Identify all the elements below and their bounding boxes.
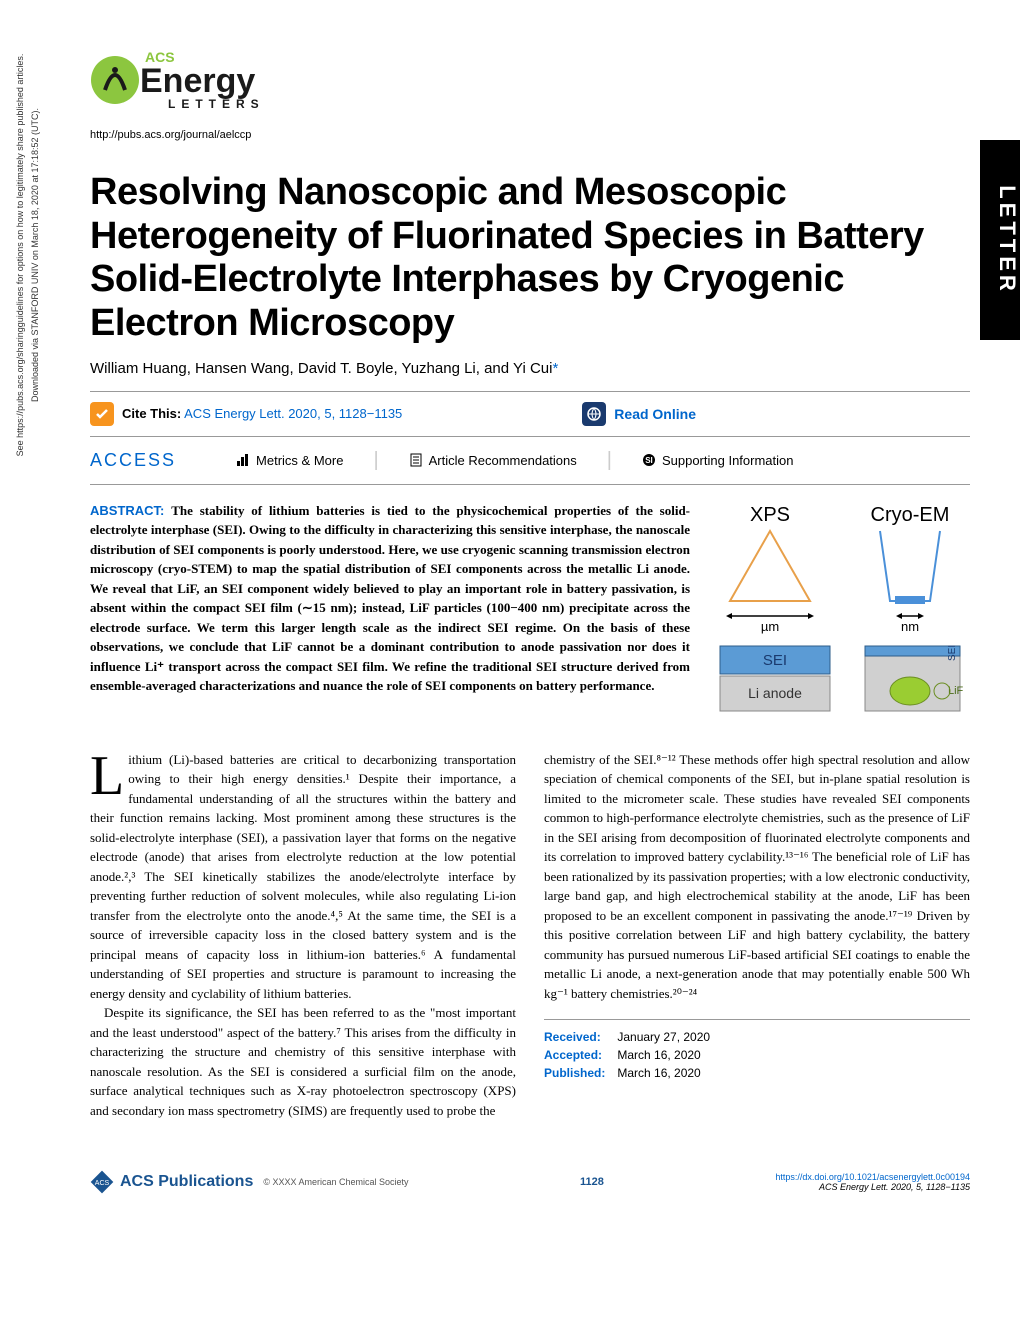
column-right: chemistry of the SEI.⁸⁻¹² These methods … — [544, 750, 970, 1121]
si-icon: SI — [642, 453, 656, 467]
footer: ACS ACS Publications © XXXX American Che… — [90, 1160, 970, 1194]
acs-diamond-icon: ACS — [90, 1170, 114, 1194]
received-date: January 27, 2020 — [617, 1030, 710, 1044]
toc-graphic: XPS Cryo-EM µm nm SEI Li anode SEI L — [710, 501, 970, 726]
journal-url[interactable]: http://pubs.acs.org/journal/aelccp — [90, 129, 970, 141]
svg-text:Energy: Energy — [140, 62, 255, 100]
published-date: March 16, 2020 — [617, 1066, 700, 1080]
footer-left: ACS ACS Publications © XXXX American Che… — [90, 1170, 409, 1194]
body-p3: chemistry of the SEI.⁸⁻¹² These methods … — [544, 750, 970, 1004]
accepted-label: Accepted: — [544, 1046, 614, 1064]
abstract-text: The stability of lithium batteries is ti… — [90, 503, 690, 694]
accepted-date: March 16, 2020 — [617, 1048, 700, 1062]
svg-text:SEI: SEI — [763, 652, 787, 669]
svg-text:Li anode: Li anode — [748, 685, 802, 701]
svg-text:SEI: SEI — [947, 645, 958, 661]
svg-text:ACS: ACS — [95, 1180, 110, 1187]
abstract: ABSTRACT: The stability of lithium batte… — [90, 501, 690, 726]
cite-text: Cite This: ACS Energy Lett. 2020, 5, 112… — [122, 406, 402, 421]
supporting-label: Supporting Information — [662, 453, 794, 468]
doi-link[interactable]: https://dx.doi.org/10.1021/acsenergylett… — [775, 1172, 970, 1182]
check-icon — [90, 402, 114, 426]
published-label: Published: — [544, 1064, 614, 1082]
body-columns: Lithium (Li)-based batteries are critica… — [90, 750, 970, 1121]
copyright: © XXXX American Chemical Society — [263, 1177, 408, 1187]
recommendations-link[interactable]: Article Recommendations — [409, 453, 577, 468]
divider: | — [373, 449, 378, 472]
metrics-label: Metrics & More — [256, 453, 343, 468]
svg-text:µm: µm — [761, 619, 779, 634]
read-online[interactable]: Read Online — [582, 402, 696, 426]
acs-pub-text: ACS Publications — [120, 1173, 253, 1191]
dropcap: L — [90, 754, 124, 798]
authors: William Huang, Hansen Wang, David T. Boy… — [90, 360, 970, 377]
page-number: 1128 — [580, 1176, 604, 1188]
doc-icon — [409, 453, 423, 467]
abstract-label: ABSTRACT: — [90, 503, 164, 518]
footer-right: https://dx.doi.org/10.1021/acsenergylett… — [775, 1172, 970, 1192]
recommendations-label: Article Recommendations — [429, 453, 577, 468]
read-online-label: Read Online — [614, 406, 696, 422]
p1-text: ithium (Li)-based batteries are critical… — [90, 752, 516, 1001]
received-label: Received: — [544, 1028, 614, 1046]
cite-row: Cite This: ACS Energy Lett. 2020, 5, 112… — [90, 391, 970, 437]
journal-logo: ACS Energy LETTERS — [90, 40, 970, 125]
download-attribution-2: Downloaded via STANFORD UNIV on March 18… — [30, 30, 40, 480]
access-label[interactable]: ACCESS — [90, 450, 176, 471]
svg-text:LETTERS: LETTERS — [168, 97, 265, 111]
body-p2: Despite its significance, the SEI has be… — [90, 1003, 516, 1120]
cryo-label: Cryo-EM — [871, 504, 950, 526]
corresponding-mark[interactable]: * — [552, 360, 558, 377]
xps-label: XPS — [750, 504, 790, 526]
metrics-link[interactable]: Metrics & More — [236, 453, 343, 468]
svg-text:LETTER: LETTER — [995, 185, 1020, 295]
divider: | — [607, 449, 612, 472]
footer-citation: ACS Energy Lett. 2020, 5, 1128−1135 — [819, 1182, 970, 1192]
dates-box: Received: January 27, 2020 Accepted: Mar… — [544, 1019, 970, 1082]
column-left: Lithium (Li)-based batteries are critica… — [90, 750, 516, 1121]
article-title: Resolving Nanoscopic and Mesoscopic Hete… — [90, 171, 970, 346]
author-list: William Huang, Hansen Wang, David T. Boy… — [90, 360, 552, 377]
body-p1: Lithium (Li)-based batteries are critica… — [90, 750, 516, 1004]
download-attribution: See https://pubs.acs.org/sharingguidelin… — [15, 30, 25, 480]
supporting-link[interactable]: SI Supporting Information — [642, 453, 794, 468]
svg-text:nm: nm — [901, 619, 919, 634]
globe-icon — [582, 402, 606, 426]
letter-badge: LETTER — [980, 140, 1020, 345]
access-row: ACCESS Metrics & More | Article Recommen… — [90, 437, 970, 485]
acs-publications-logo: ACS ACS Publications — [90, 1170, 253, 1194]
cite-badge: Cite This: ACS Energy Lett. 2020, 5, 112… — [90, 402, 402, 426]
bars-icon — [236, 453, 250, 467]
cite-link[interactable]: ACS Energy Lett. 2020, 5, 1128−1135 — [184, 406, 402, 421]
cite-prefix: Cite This: — [122, 406, 181, 421]
svg-text:SI: SI — [645, 456, 653, 465]
